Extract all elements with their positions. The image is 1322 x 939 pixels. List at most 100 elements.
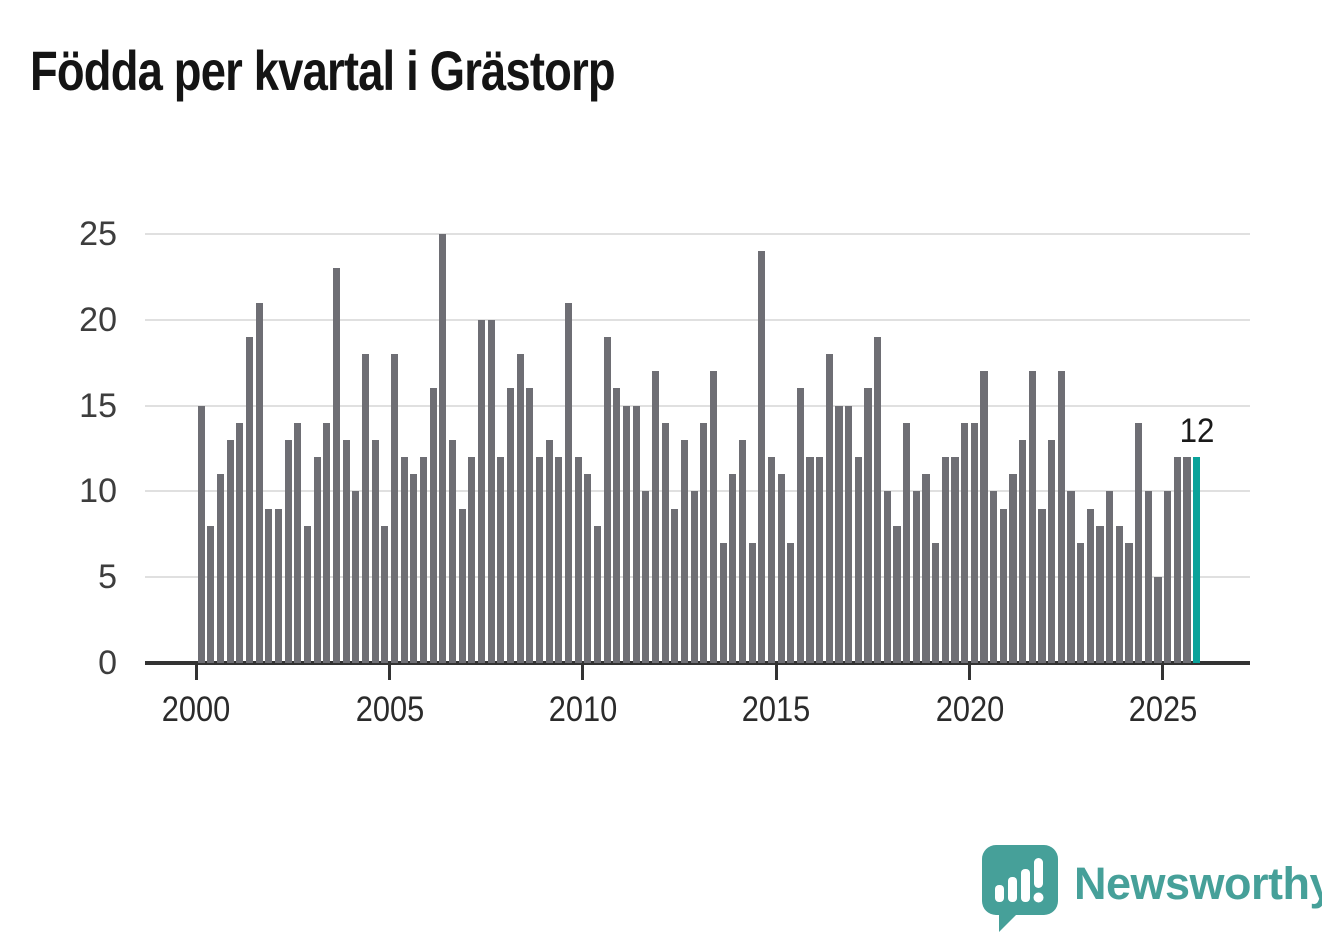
x-tick-label: 2010 <box>548 690 618 729</box>
y-tick-label: 0 <box>98 644 117 682</box>
bar <box>642 491 650 663</box>
y-tick-label: 20 <box>79 300 117 339</box>
bar <box>883 491 891 663</box>
bar <box>825 354 833 663</box>
bar <box>661 422 669 663</box>
bar <box>439 234 447 663</box>
bar <box>1144 491 1152 663</box>
bar <box>941 457 949 663</box>
bar <box>1173 457 1181 663</box>
bar <box>864 388 872 663</box>
bar <box>226 439 234 663</box>
bar <box>1164 491 1172 663</box>
x-axis-tick <box>388 665 392 680</box>
bar <box>593 525 602 663</box>
bar <box>516 354 524 663</box>
x-tick-label: 2005 <box>355 690 424 729</box>
bar <box>361 354 370 663</box>
newsworthy-logo-text: Newsworthy <box>1074 858 1322 909</box>
bar <box>1135 422 1143 663</box>
bar <box>951 457 959 663</box>
bar <box>1028 371 1036 663</box>
bar <box>651 371 660 663</box>
bar <box>729 474 737 663</box>
bar <box>381 525 389 663</box>
bar <box>932 542 940 663</box>
bar <box>1009 474 1017 663</box>
bar <box>787 542 795 663</box>
chart-title: Födda per kvartal i Grästorp <box>30 39 616 102</box>
bar <box>874 336 882 663</box>
bar <box>390 354 399 663</box>
bar <box>719 542 727 663</box>
bar <box>294 422 302 663</box>
bar <box>748 542 756 663</box>
bar <box>448 439 457 663</box>
bar <box>1057 371 1065 663</box>
x-axis-tick <box>774 665 778 680</box>
bar <box>458 508 466 663</box>
bar <box>671 508 679 663</box>
bar <box>961 422 969 663</box>
bar <box>303 525 312 663</box>
bar <box>854 457 862 663</box>
highlighted-bar <box>1193 457 1201 663</box>
newsworthy-speech-bubble-chart-icon <box>982 845 1058 932</box>
bar <box>980 371 988 663</box>
bar <box>738 439 747 663</box>
bar <box>1067 491 1075 663</box>
bar <box>477 319 486 663</box>
bar <box>274 508 283 663</box>
bar <box>603 336 611 663</box>
bar <box>410 474 418 663</box>
bar <box>758 251 766 663</box>
bar <box>835 405 843 663</box>
bar <box>526 388 534 663</box>
y-tick-label: 15 <box>79 386 117 425</box>
x-tick-label: 2000 <box>162 690 231 729</box>
bar <box>903 422 911 663</box>
bar <box>990 491 998 663</box>
bar <box>777 474 785 663</box>
x-axis-tick <box>968 665 972 680</box>
bar <box>400 457 408 663</box>
bar <box>352 491 360 663</box>
bar <box>419 457 428 663</box>
bar <box>497 457 505 663</box>
bar <box>584 474 592 663</box>
bar <box>313 457 321 663</box>
bar <box>468 457 476 663</box>
bar <box>371 439 379 663</box>
bar <box>207 525 215 663</box>
x-axis-tick <box>194 665 198 680</box>
latest-value-annotation: 12 <box>1179 412 1215 450</box>
y-gridline <box>145 404 1250 407</box>
bar <box>197 405 205 663</box>
bar <box>1106 491 1114 663</box>
bar <box>487 319 495 663</box>
newsworthy-logo: Newsworthy <box>982 845 1322 935</box>
bar <box>893 525 901 663</box>
y-gridline <box>145 233 1250 235</box>
x-axis-tick <box>1161 665 1165 680</box>
y-gridline <box>145 318 1250 321</box>
bar <box>700 422 708 663</box>
bar <box>922 474 930 663</box>
bar <box>555 457 563 663</box>
bar <box>1183 457 1191 663</box>
bar <box>1038 508 1046 663</box>
bar <box>970 422 978 663</box>
bar <box>767 457 776 663</box>
bar <box>1077 542 1085 663</box>
bar <box>245 336 254 663</box>
bar <box>1115 525 1123 663</box>
x-tick-label: 2025 <box>1128 690 1198 729</box>
bar <box>632 405 640 663</box>
x-tick-label: 2015 <box>742 690 811 729</box>
x-axis-line <box>145 661 1250 665</box>
bar <box>332 268 341 663</box>
bar <box>1086 508 1094 663</box>
bar <box>613 388 621 663</box>
bar <box>912 491 920 663</box>
